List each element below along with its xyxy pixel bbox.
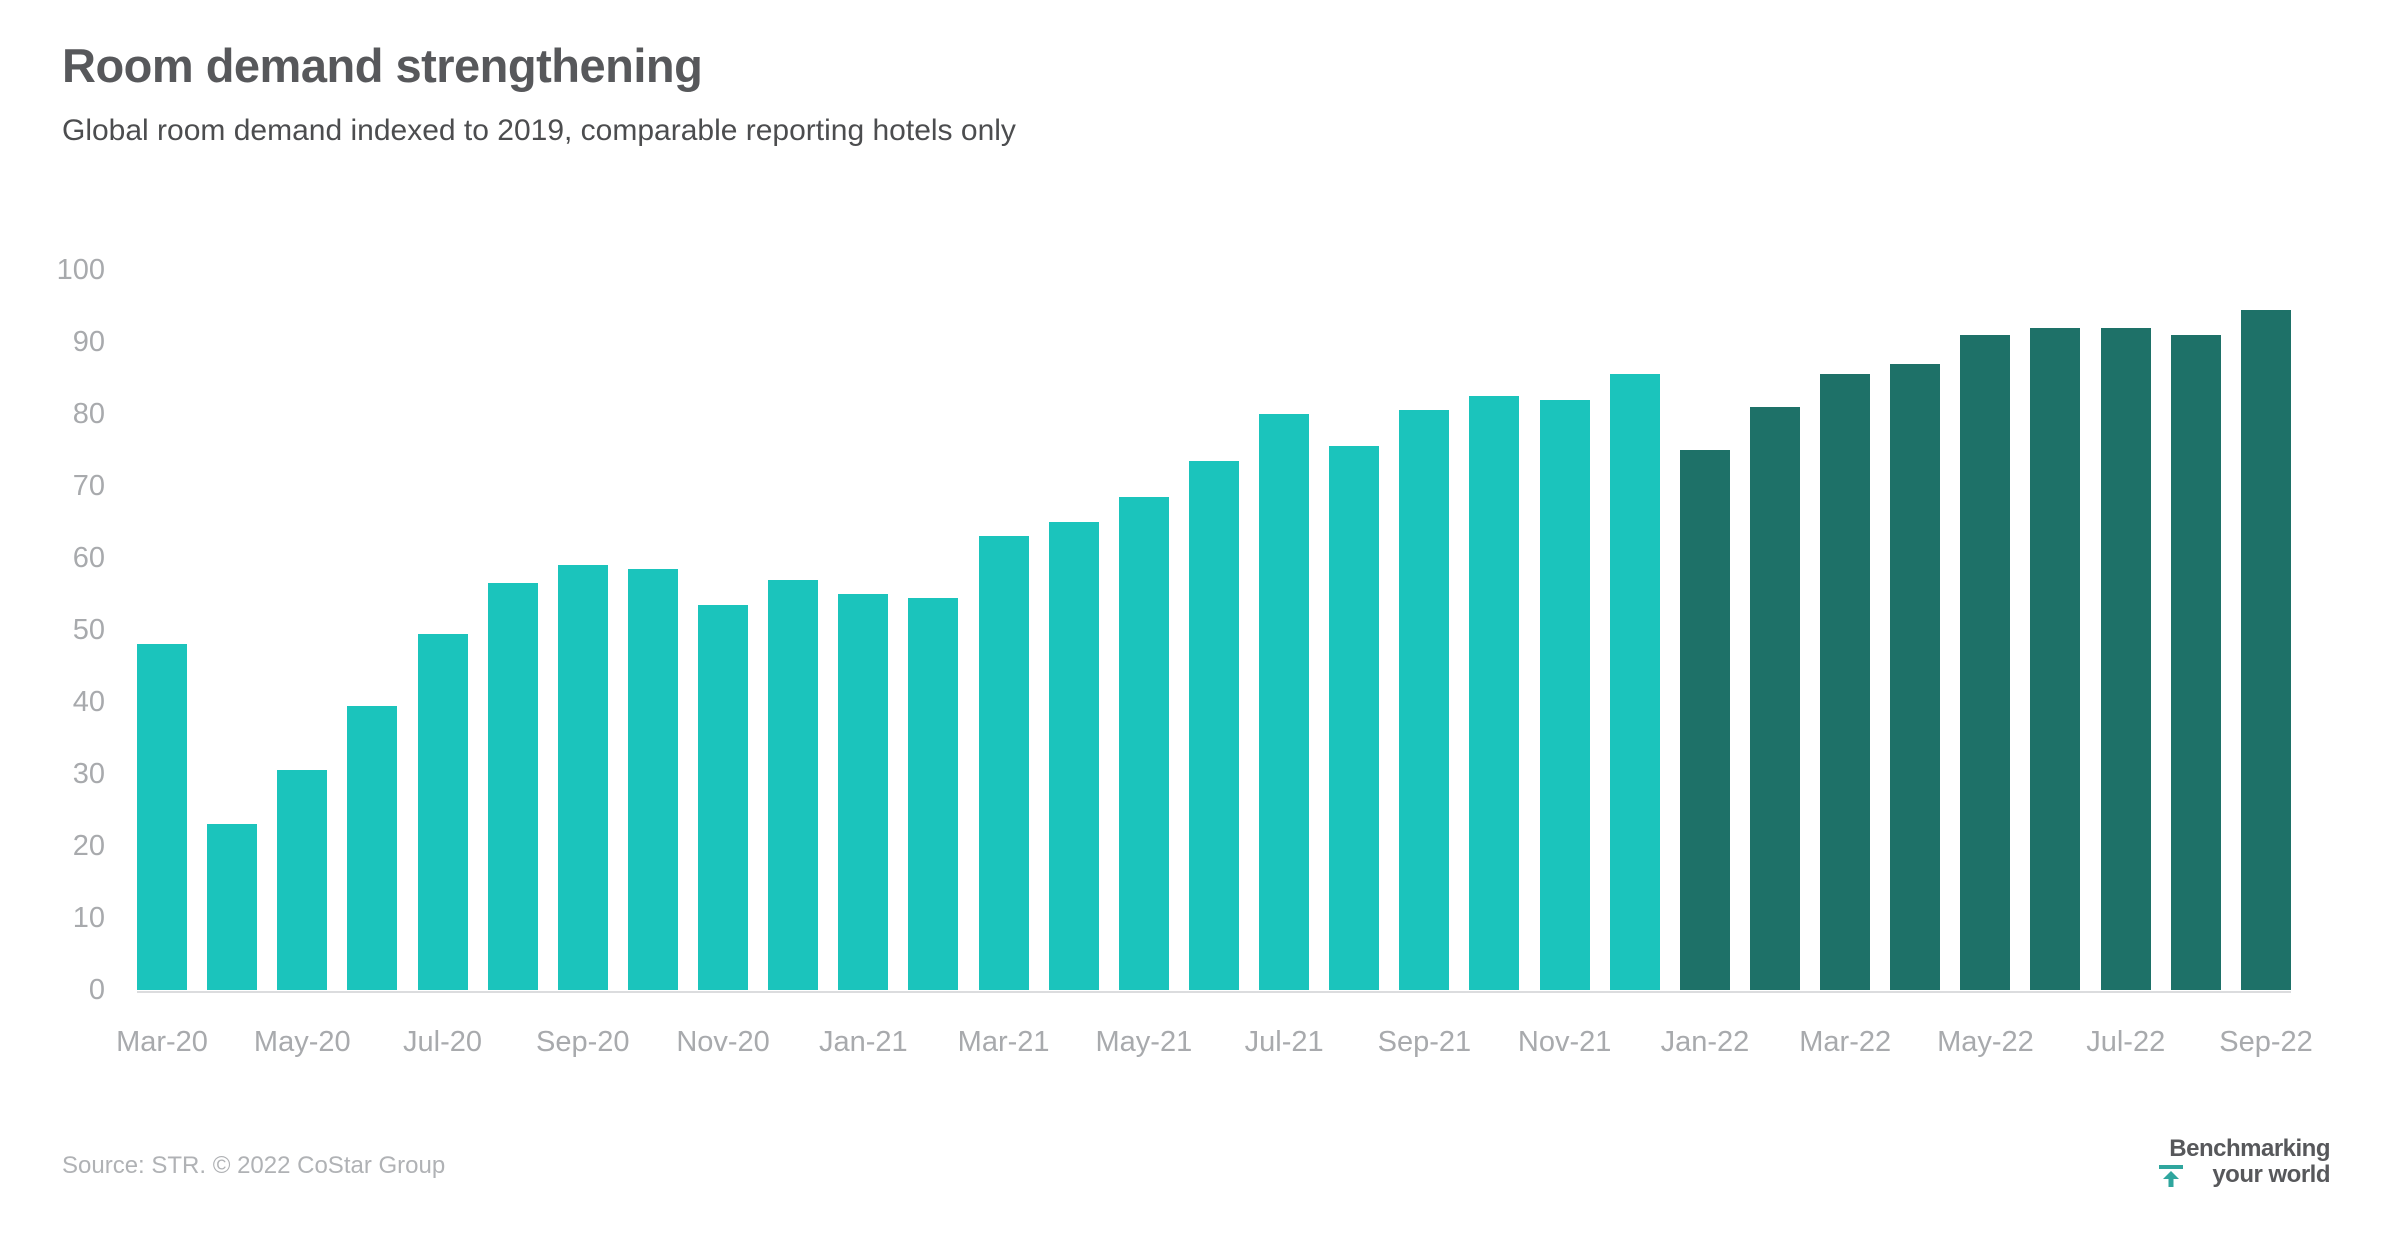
bar-may-22	[1960, 334, 2011, 990]
bar-sep-22	[2240, 309, 2291, 990]
bar-jun-21	[1188, 460, 1239, 990]
x-axis-labels: Mar-20 May-20 Jul-20 Sep-20 Nov-20 Jan-21 Mar-…	[116, 1026, 2313, 1066]
bar-nov-21	[1539, 399, 1590, 990]
x-tick-label-sep-20: Sep-20	[536, 1026, 630, 1058]
bar-jan-22	[1679, 450, 1730, 990]
bar-mar-22	[1820, 374, 1870, 990]
bar-aug-21	[1329, 446, 1380, 990]
x-axis-line	[137, 991, 2291, 993]
y-axis-labels: 0 10 20 30 40 50 60 70 80 90 100	[0, 254, 105, 1006]
bar-jul-20	[417, 633, 468, 990]
bar-apr-22	[1890, 363, 1941, 990]
bar-mar-21	[978, 536, 1029, 990]
x-tick-label-mar-22: Mar-22	[1799, 1026, 1892, 1058]
bar-jun-22	[2030, 327, 2081, 990]
bar-apr-21	[1048, 522, 1099, 990]
chart-subtitle: Global room demand indexed to 2019, comp…	[62, 114, 1016, 147]
bar-jul-21	[1259, 414, 1309, 990]
logo-line-1: Benchmarking	[2169, 1135, 2330, 1162]
bar-may-20	[277, 770, 328, 990]
x-tick-label-jul-21: Jul-21	[1244, 1026, 1324, 1058]
bar-aug-22	[2170, 334, 2221, 990]
benchmarking-logo: Benchmarking your world	[2158, 1136, 2330, 1188]
y-tick-label-60: 60	[72, 542, 105, 574]
x-tick-label-may-21: May-21	[1095, 1026, 1193, 1058]
chart-title: Room demand strengthening	[62, 39, 703, 92]
bar-jun-20	[347, 705, 398, 990]
x-tick-label-sep-21: Sep-21	[1377, 1026, 1472, 1058]
bar-jul-22	[2100, 327, 2151, 990]
y-tick-label-10: 10	[72, 902, 105, 934]
x-tick-label-jul-22: Jul-22	[2086, 1026, 2166, 1058]
x-tick-label-jul-20: Jul-20	[403, 1026, 483, 1058]
bar-apr-20	[207, 824, 258, 990]
bar-may-21	[1118, 496, 1169, 990]
y-tick-label-30: 30	[72, 758, 105, 790]
bar-dec-21	[1609, 374, 1660, 990]
bar-sep-20	[557, 565, 608, 990]
bar-mar-20	[137, 644, 187, 990]
bar-oct-21	[1469, 396, 1520, 990]
bar-jan-21	[838, 594, 889, 990]
benchmark-arrow-icon	[2159, 1165, 2184, 1187]
x-tick-label-may-20: May-20	[253, 1026, 351, 1058]
bar-oct-20	[627, 568, 678, 990]
x-tick-label-nov-20: Nov-20	[676, 1026, 770, 1058]
y-tick-label-80: 80	[72, 398, 105, 430]
x-tick-label-may-22: May-22	[1937, 1026, 2034, 1058]
source-text: Source: STR. © 2022 CoStar Group	[62, 1152, 446, 1179]
y-tick-label-50: 50	[72, 614, 105, 646]
y-tick-label-70: 70	[72, 470, 105, 502]
y-tick-label-0: 0	[88, 974, 105, 1006]
x-tick-label-mar-21: Mar-21	[957, 1026, 1050, 1058]
bar-nov-20	[698, 604, 748, 990]
x-tick-label-nov-21: Nov-21	[1517, 1026, 1612, 1058]
x-tick-label-jan-22: Jan-22	[1660, 1026, 1750, 1058]
x-tick-label-sep-22: Sep-22	[2219, 1026, 2313, 1058]
bar-feb-22	[1749, 406, 1800, 990]
bar-dec-20	[768, 579, 819, 990]
y-tick-label-100: 100	[56, 254, 105, 286]
bar-sep-21	[1399, 410, 1450, 990]
bar-aug-20	[487, 583, 538, 990]
y-tick-label-40: 40	[72, 686, 105, 718]
bar-feb-21	[908, 597, 959, 990]
y-tick-label-90: 90	[72, 326, 105, 358]
y-tick-label-20: 20	[72, 830, 105, 862]
x-tick-label-mar-20: Mar-20	[116, 1026, 208, 1058]
plot-area	[137, 270, 2291, 993]
x-tick-label-jan-21: Jan-21	[818, 1026, 908, 1058]
logo-line-2: your world	[2212, 1161, 2330, 1188]
